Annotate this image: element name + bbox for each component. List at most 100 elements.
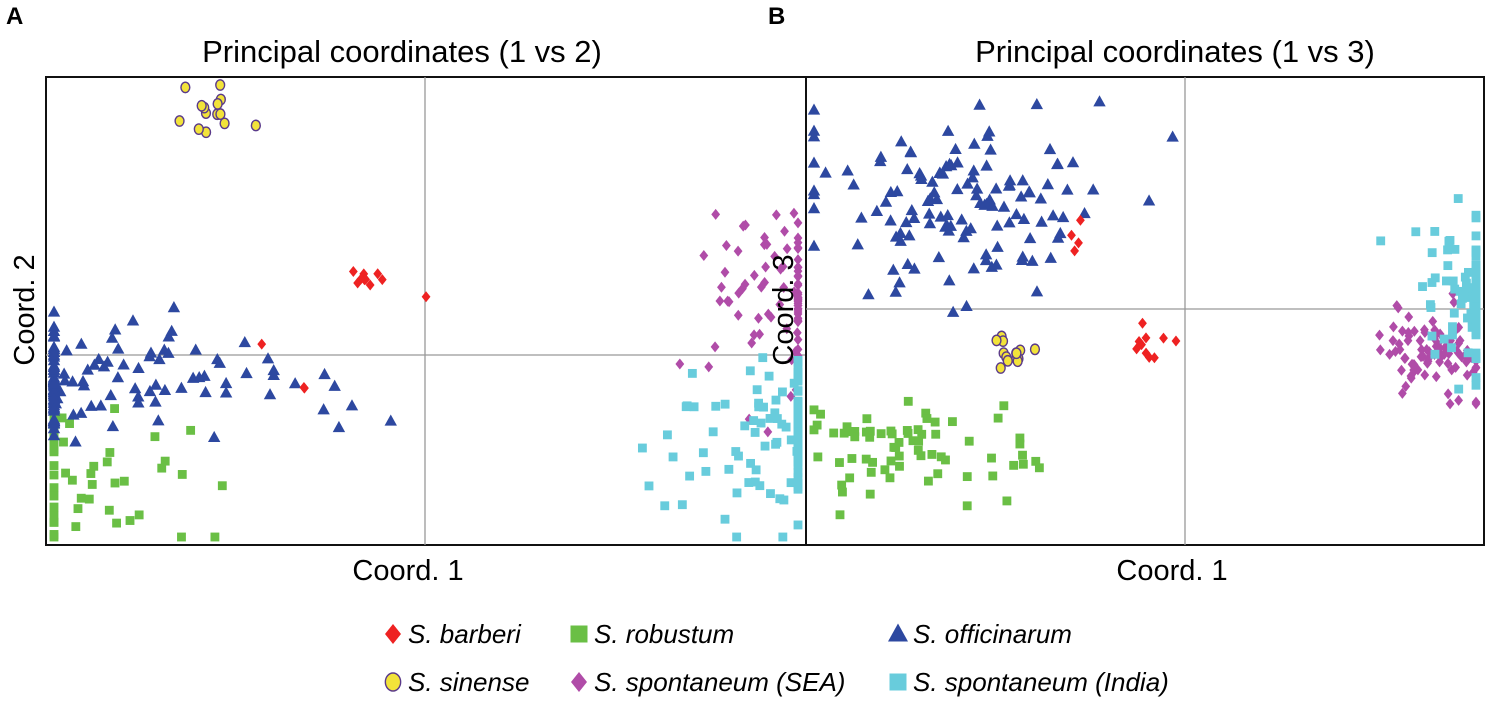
panel-b-point-s-officinarum-38 [884, 214, 897, 226]
panel-a-point-s-spontaneum-india-97 [793, 444, 803, 454]
panel-b-point-s-spontaneum-india-99 [1427, 331, 1437, 341]
legend-marker-barberi [385, 624, 401, 644]
panel-a-point-s-officinarum-119 [47, 402, 61, 414]
panel-a-point-s-spontaneum-sea-78 [793, 304, 803, 316]
panel-b-point-s-spontaneum-india-40 [1445, 236, 1455, 245]
panel-b-point-s-barberi-0 [1144, 351, 1154, 363]
panel-b-point-s-officinarum-34 [951, 182, 964, 195]
panel-b-letter: B [768, 3, 785, 30]
legend-item-spontaneum-sea: S. spontaneum (SEA) [571, 667, 845, 697]
panel-b-point-s-spontaneum-sea-60 [1392, 300, 1402, 312]
panel-b-point-s-robustum-3 [999, 401, 1009, 411]
panel-a-point-s-spontaneum-india-84 [746, 458, 756, 468]
legend-marker-officinarum [888, 623, 908, 642]
panel-a-marks [47, 79, 803, 542]
panel-a-point-s-robustum-54 [49, 518, 59, 527]
panel-a-point-s-officinarum-98 [88, 358, 101, 370]
panel-a-point-s-robustum-43 [105, 448, 115, 457]
panel-a-point-s-spontaneum-sea-76 [723, 295, 733, 307]
panel-b-point-s-barberi-9 [1137, 339, 1146, 351]
panel-a-point-s-spontaneum-sea-57 [770, 250, 780, 262]
panel-b-point-s-spontaneum-india-8 [1448, 330, 1457, 340]
legend-label-barberi: S. barberi [408, 619, 522, 649]
panel-b-point-s-officinarum-108 [966, 171, 979, 183]
panel-b-point-s-spontaneum-sea-18 [1449, 296, 1459, 308]
panel-a-point-s-robustum-57 [49, 530, 59, 539]
panel-b-point-s-officinarum-29 [968, 137, 981, 149]
panel-b-point-s-officinarum-114 [905, 203, 919, 216]
panel-a-point-s-spontaneum-india-70 [745, 366, 755, 376]
panel-a-point-s-officinarum-65 [152, 414, 165, 426]
panel-b-point-s-barberi-11 [1067, 229, 1076, 241]
panel-a-point-s-spontaneum-india-91 [660, 501, 670, 511]
panel-b-point-s-officinarum-123 [901, 257, 914, 269]
panel-a-point-s-barberi-9 [257, 338, 267, 350]
panel-b-point-s-barberi-10 [1076, 214, 1085, 226]
panel-b-point-s-officinarum-67 [973, 98, 986, 110]
panel-a-point-s-robustum-27 [177, 532, 186, 542]
panel-b-point-s-officinarum-40 [1010, 207, 1023, 220]
panel-a-point-s-spontaneum-india-5 [740, 421, 750, 431]
panel-a-point-s-officinarum-102 [47, 422, 61, 434]
panel-a-point-s-officinarum-25 [317, 403, 330, 415]
panel-a-point-s-officinarum-69 [74, 406, 88, 418]
legend-label-sinense: S. sinense [408, 667, 529, 697]
panel-a-point-s-spontaneum-india-99 [793, 520, 803, 530]
panel-a-point-s-robustum-38 [59, 437, 68, 447]
panel-a-point-s-robustum-31 [217, 481, 227, 491]
panel-a-point-s-officinarum-34 [85, 399, 98, 411]
panel-a-point-s-officinarum-88 [211, 352, 224, 365]
panel-a-point-s-spontaneum-india-29 [689, 402, 699, 412]
panel-b-point-s-officinarum-100 [894, 234, 907, 246]
panel-a-point-s-spontaneum-india-7 [758, 353, 768, 363]
panel-a-point-s-robustum-21 [57, 413, 67, 423]
panel-a-point-s-robustum-33 [87, 480, 97, 489]
panel-a-point-s-spontaneum-sea-79 [793, 261, 803, 273]
panel-b-point-s-officinarum-70 [874, 154, 887, 167]
panel-b-plot-frame [805, 76, 1485, 546]
panel-b-point-s-robustum-44 [861, 454, 871, 464]
panel-b-point-s-spontaneum-sea-25 [1391, 345, 1400, 357]
panel-b-point-s-spontaneum-sea-77 [1433, 338, 1443, 350]
panel-a-point-s-spontaneum-sea-84 [782, 243, 792, 255]
panel-b-point-s-robustum-58 [1009, 460, 1019, 470]
panel-a-point-s-officinarum-73 [132, 361, 145, 373]
panel-a-point-s-officinarum-123 [47, 412, 61, 425]
panel-a-point-s-sinense-3 [250, 119, 261, 132]
panel-b-point-s-robustum-45 [916, 451, 926, 461]
panel-b-point-s-spontaneum-india-57 [1447, 343, 1456, 353]
panel-b-point-s-robustum-61 [941, 455, 950, 465]
panel-b-point-s-officinarum-88 [949, 142, 962, 155]
panel-b-point-s-spontaneum-sea-66 [1388, 335, 1398, 347]
panel-b-point-s-sinense-8 [1029, 343, 1041, 356]
panel-a-point-s-spontaneum-sea-65 [756, 281, 766, 293]
panel-b-point-s-officinarum-11 [900, 216, 913, 228]
panel-b-point-s-robustum-28 [837, 480, 847, 490]
panel-b-point-s-spontaneum-sea-73 [1454, 394, 1464, 406]
panel-a-point-s-officinarum-59 [167, 301, 181, 313]
panel-a-point-s-officinarum-89 [69, 435, 82, 447]
panel-a-point-s-officinarum-113 [47, 392, 61, 404]
panel-b-point-s-spontaneum-india-103 [1430, 227, 1440, 236]
panel-a-point-s-spontaneum-sea-69 [786, 390, 796, 402]
panel-b-point-s-officinarum-72 [957, 231, 970, 243]
panel-b-title: Principal coordinates (1 vs 3) [975, 34, 1375, 69]
panel-a-point-s-spontaneum-india-72 [749, 416, 759, 426]
panel-a-point-s-officinarum-118 [149, 378, 163, 390]
panel-b-point-s-officinarum-103 [879, 195, 893, 207]
panel-b-point-s-sinense-9 [991, 334, 1002, 347]
legend-symbol-s-spontaneum-india [889, 673, 907, 691]
panel-b-point-s-spontaneum-sea-14 [1404, 311, 1414, 323]
panel-a-point-s-spontaneum-india-107 [793, 418, 803, 428]
panel-b-point-s-officinarum-87 [904, 146, 918, 158]
panel-b-point-s-spontaneum-india-93 [1411, 227, 1421, 237]
panel-a-point-s-spontaneum-india-93 [793, 430, 803, 440]
panel-b-point-s-spontaneum-sea-88 [1395, 344, 1405, 356]
panel-b-point-s-officinarum-28 [926, 175, 939, 187]
panel-a-point-s-officinarum-14 [108, 323, 122, 335]
panel-b-point-s-officinarum-110 [1003, 179, 1016, 191]
panel-a-point-s-spontaneum-india-95 [771, 439, 781, 449]
panel-a-point-s-robustum-29 [49, 510, 59, 520]
panel-b-point-s-robustum-0 [850, 427, 860, 436]
